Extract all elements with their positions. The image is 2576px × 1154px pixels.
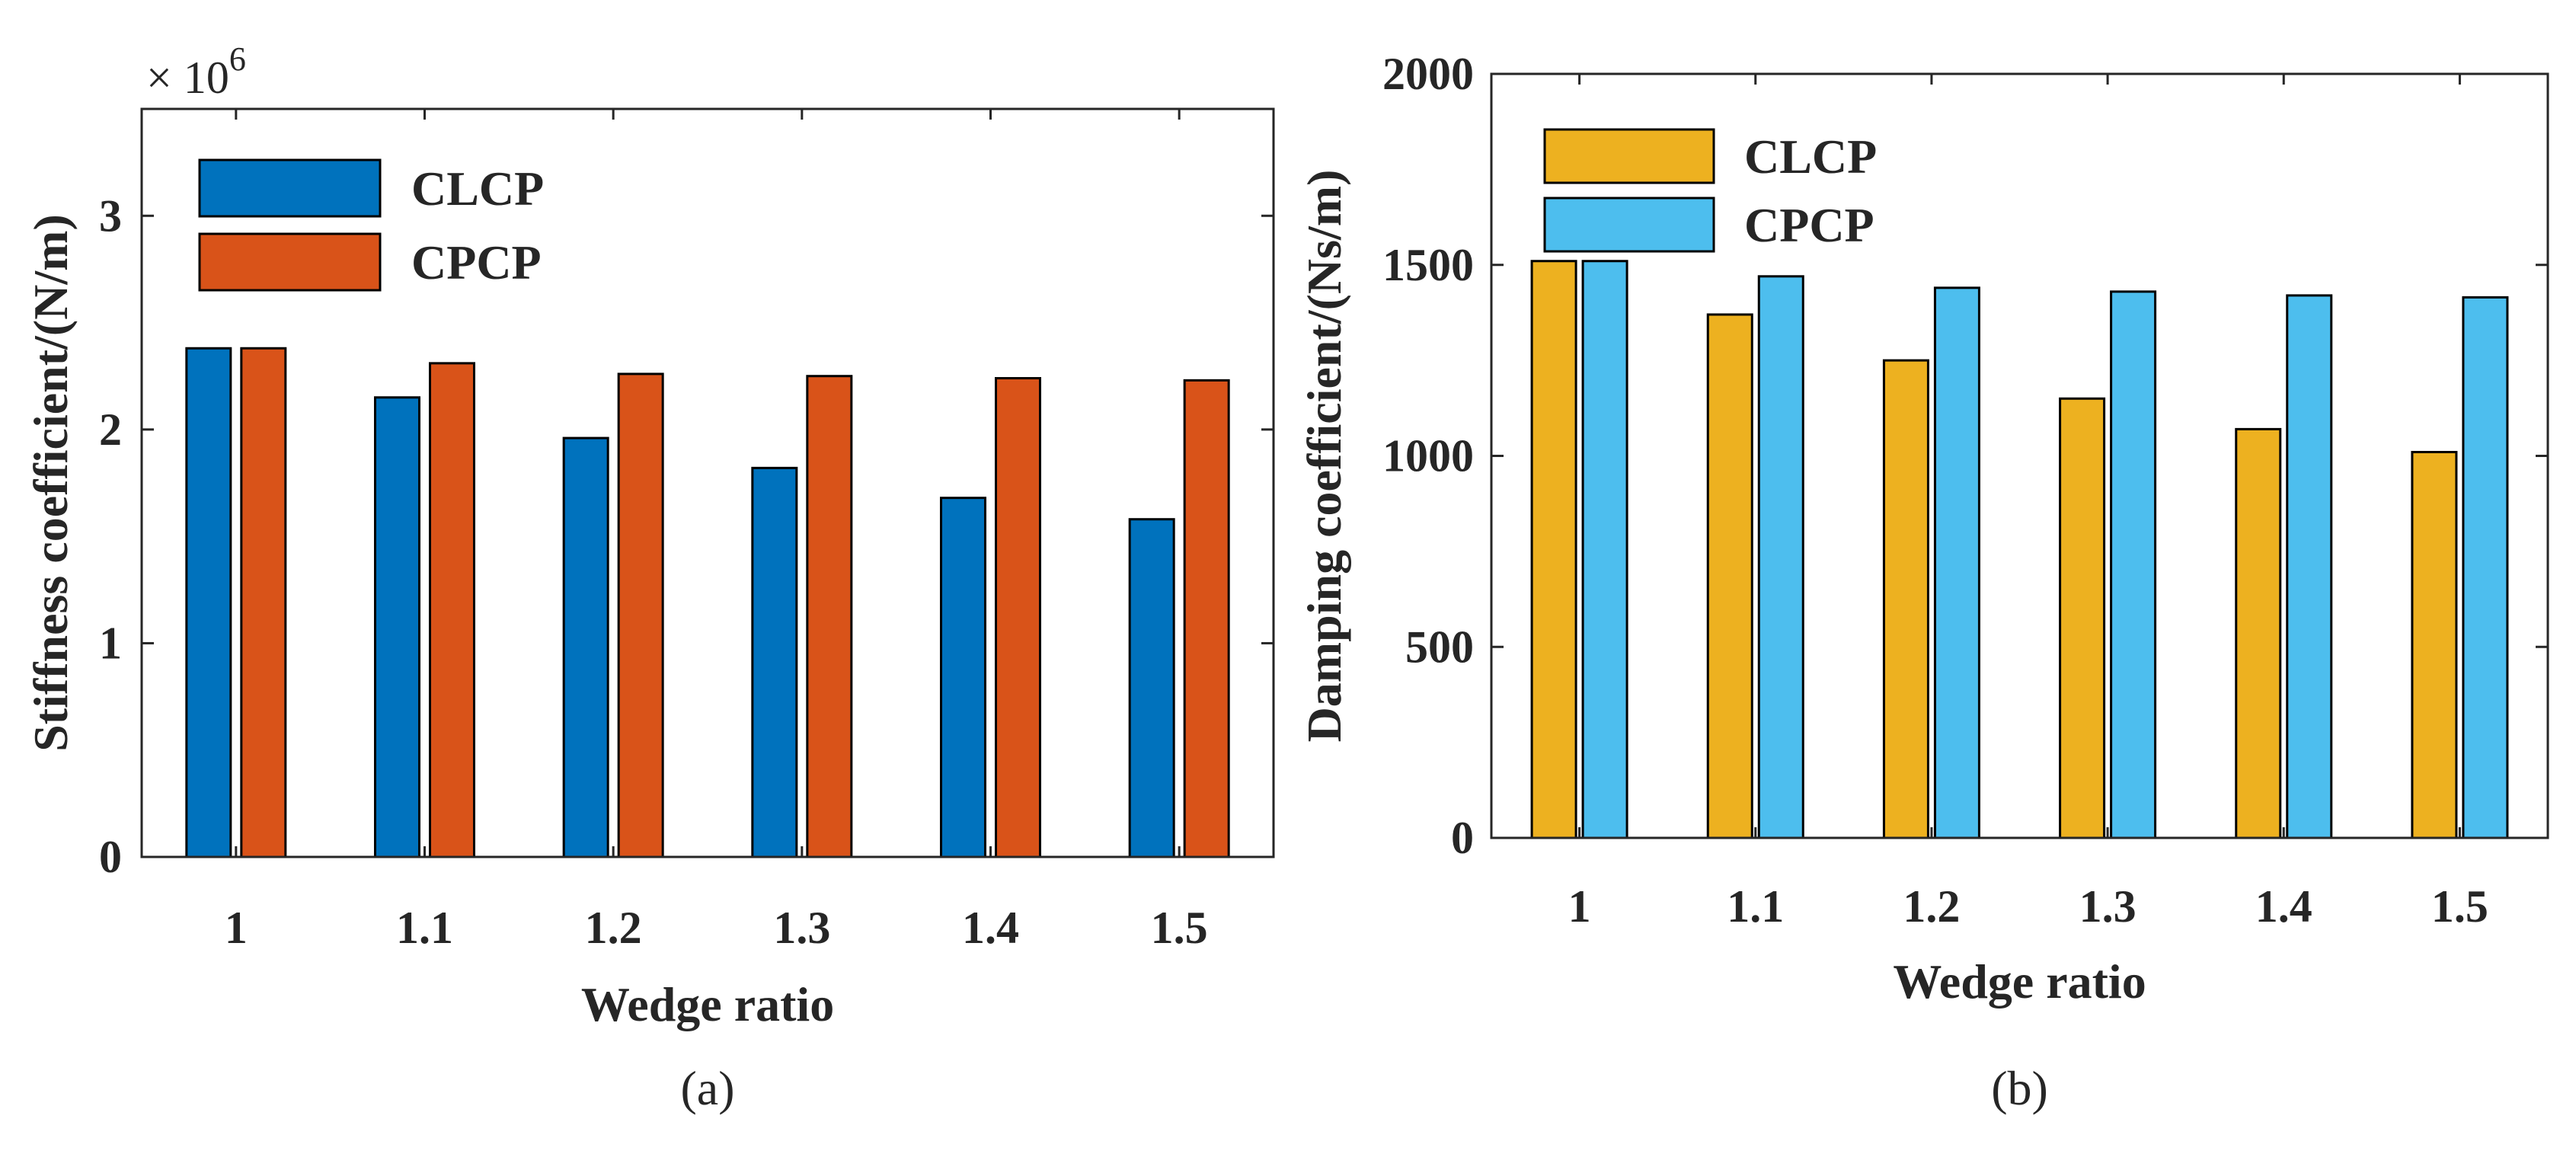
y-axis-label: Stiffness coefficient/(N/m)	[24, 214, 78, 752]
bar-cpcp-1.3	[2110, 290, 2157, 839]
bar-cpcp-1.1	[429, 362, 475, 858]
bar-clcp-1	[185, 347, 232, 858]
y-axis-label: Damping coefficient/(Ns/m)	[1297, 170, 1351, 743]
y-multiplier: × 106	[146, 40, 246, 103]
legend-swatch-cpcp	[1543, 197, 1715, 253]
y-tick-label: 1	[99, 618, 122, 668]
bar-clcp-1.1	[1706, 313, 1753, 839]
x-tick-label: 1.2	[585, 903, 642, 953]
y-tick-label: 0	[99, 832, 122, 882]
bar-clcp-1.5	[2411, 450, 2458, 839]
bar-clcp-1.2	[1882, 359, 1929, 839]
legend-swatch-clcp	[1543, 128, 1715, 184]
legend-swatch-clcp	[198, 158, 382, 218]
x-tick-label: 1.5	[2431, 881, 2488, 932]
axes-box	[1490, 72, 2549, 839]
x-tick-label: 1.5	[1151, 903, 1208, 953]
x-tick-label: 1	[225, 903, 248, 953]
panel-label: (b)	[1991, 1061, 2048, 1115]
axes-box	[140, 107, 1275, 858]
y-multiplier-exponent: 6	[229, 40, 246, 78]
x-tick-label: 1.1	[396, 903, 453, 953]
y-tick-label: 1500	[1382, 240, 1474, 290]
panel-label: (a)	[680, 1061, 734, 1115]
bar-clcp-1.4	[2235, 427, 2282, 839]
bar-clcp-1.3	[2059, 397, 2106, 839]
bar-cpcp-1	[1581, 260, 1628, 839]
x-axis-label: Wedge ratio	[581, 977, 834, 1031]
bar-cpcp-1.5	[1183, 379, 1230, 858]
bar-cpcp-1.1	[1757, 275, 1804, 839]
y-tick-label: 3	[99, 190, 122, 241]
panel-a-chart: 0 1 2 3 1 1.1 1.2 1.3 1.4 1.5 × 106 CLCP CPCP Wedge r…	[24, 40, 1275, 1115]
bar-cpcp-1.3	[806, 375, 853, 858]
x-tick-label: 1.3	[2079, 881, 2137, 932]
bar-clcp-1.2	[562, 436, 609, 858]
bar-cpcp-1.2	[1933, 286, 1980, 839]
y-tick-label: 0	[1451, 813, 1474, 863]
legend-label-clcp: CLCP	[1744, 129, 1877, 184]
bar-cpcp-1.4	[2286, 294, 2333, 839]
x-tick-label: 1.1	[1727, 881, 1784, 932]
y-tick-label: 2000	[1382, 49, 1474, 99]
y-tick-label: 1000	[1382, 431, 1474, 481]
x-tick-label: 1.4	[2255, 881, 2312, 932]
x-tick-label: 1.2	[1903, 881, 1960, 932]
legend-label-clcp: CLCP	[411, 161, 544, 216]
x-tick-label: 1.3	[773, 903, 830, 953]
legend-swatch-cpcp	[198, 232, 382, 292]
bar-clcp-1.4	[940, 497, 986, 858]
bar-cpcp-1	[240, 347, 287, 858]
x-tick-label: 1	[1568, 881, 1591, 932]
legend-label-cpcp: CPCP	[1744, 198, 1874, 252]
x-tick-label: 1.4	[962, 903, 1019, 953]
y-tick-label: 2	[99, 404, 122, 455]
bar-clcp-1.3	[751, 466, 798, 858]
bar-clcp-1.5	[1128, 518, 1175, 858]
bar-cpcp-1.2	[617, 372, 664, 858]
legend-label-cpcp: CPCP	[411, 235, 542, 289]
panel-b-chart: 0 500 1000 1500 2000 1 1.1 1.2 1.3 1.4 1.5 CLCP CPCP…	[1297, 49, 2549, 1115]
x-axis-label: Wedge ratio	[1893, 954, 2146, 1009]
bar-cpcp-1.4	[995, 377, 1041, 858]
bar-clcp-1.1	[374, 396, 420, 858]
bar-cpcp-1.5	[2462, 296, 2509, 839]
y-tick-label: 500	[1405, 622, 1474, 672]
bar-clcp-1	[1530, 260, 1577, 839]
